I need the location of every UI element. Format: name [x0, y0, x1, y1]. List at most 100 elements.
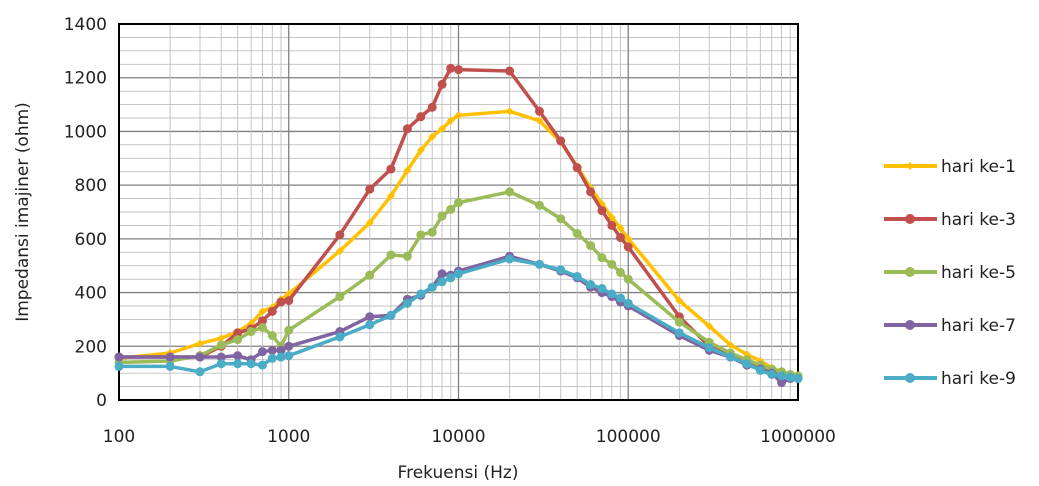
data-point: [233, 335, 243, 345]
data-point: [586, 241, 596, 251]
y-tick-label: 0: [96, 391, 107, 411]
data-point: [505, 107, 514, 116]
data-point: [276, 352, 286, 362]
data-point: [615, 267, 625, 277]
data-point: [437, 277, 447, 287]
data-point: [674, 328, 684, 338]
data-point: [246, 327, 256, 337]
data-point: [623, 242, 633, 252]
data-point: [446, 63, 456, 73]
data-point: [284, 351, 294, 361]
data-point: [534, 259, 544, 269]
data-point: [742, 359, 752, 369]
data-point: [427, 227, 437, 237]
legend-label: hari ke-3: [941, 210, 1016, 230]
axes: [118, 23, 799, 401]
data-point: [616, 224, 625, 233]
data-point: [365, 312, 375, 322]
series-5: [114, 254, 803, 384]
data-point: [267, 331, 277, 341]
data-point: [572, 271, 582, 281]
data-point: [216, 352, 226, 362]
data-point: [624, 234, 633, 243]
legend-item: hari ke-9: [884, 369, 1016, 389]
legend-marker: [905, 267, 915, 277]
data-point: [454, 111, 463, 120]
x-tick-label: 100000: [596, 427, 661, 447]
data-point: [257, 360, 267, 370]
data-point: [446, 116, 455, 125]
data-point: [416, 112, 426, 122]
data-point: [257, 347, 267, 357]
data-point: [258, 307, 267, 316]
data-point: [437, 269, 447, 279]
x-tick-labels: 100 1000 10000 100000 1000000: [103, 427, 836, 447]
data-point: [284, 341, 294, 351]
data-point: [267, 306, 277, 316]
data-point: [454, 198, 463, 208]
x-tick-label: 1000000: [760, 427, 836, 447]
data-point: [454, 269, 463, 279]
data-point: [675, 296, 684, 305]
data-point: [437, 211, 447, 221]
data-point: [257, 316, 267, 326]
data-point: [402, 251, 412, 261]
data-point: [556, 265, 566, 275]
data-point: [233, 351, 243, 361]
y-axis-title: Impedansi imajiner (ohm): [13, 102, 33, 322]
legend-marker: [905, 214, 915, 224]
data-point: [777, 378, 787, 388]
data-point: [165, 352, 175, 362]
data-point: [556, 214, 566, 224]
data-point: [402, 124, 412, 134]
legend-item: hari ke-1: [884, 157, 1016, 177]
data-point: [505, 66, 515, 76]
data-point: [534, 106, 544, 116]
data-point: [216, 340, 226, 350]
data-point: [427, 102, 437, 112]
data-point: [586, 280, 596, 290]
x-axis-title: Frekuensi (Hz): [398, 463, 519, 483]
data-point: [195, 367, 205, 377]
data-point: [726, 340, 735, 349]
legend: hari ke-1 hari ke-3 hari ke-5 hari ke-7 hari…: [884, 157, 1016, 389]
data-point: [114, 352, 124, 362]
data-point: [403, 166, 412, 175]
data-point: [233, 328, 243, 338]
y-tick-label: 800: [75, 176, 107, 196]
data-point: [386, 250, 396, 260]
data-point: [165, 361, 175, 371]
data-point: [386, 191, 395, 200]
data-point: [335, 292, 345, 302]
data-point: [586, 187, 596, 197]
data-point: [505, 187, 515, 197]
data-point: [416, 289, 426, 299]
data-point: [216, 359, 226, 369]
data-point: [246, 359, 256, 369]
data-point: [267, 345, 277, 355]
data-point: [276, 345, 286, 355]
y-tick-label: 200: [75, 337, 107, 357]
y-tick-label: 1400: [64, 15, 107, 35]
data-point: [284, 325, 294, 335]
data-point: [416, 146, 425, 155]
data-point: [607, 220, 617, 230]
y-tick-label: 600: [75, 230, 107, 250]
data-point: [335, 332, 345, 342]
series-layer: [114, 63, 803, 388]
data-point: [437, 79, 447, 89]
x-tick-label: 100: [103, 427, 135, 447]
data-point: [705, 322, 714, 331]
data-point: [597, 253, 607, 263]
legend-label: hari ke-5: [941, 263, 1016, 283]
data-point: [335, 246, 344, 255]
plot-frame: [118, 23, 799, 401]
data-point: [233, 359, 243, 369]
data-point: [446, 204, 456, 214]
data-point: [276, 297, 286, 307]
data-point: [597, 206, 607, 216]
data-point: [597, 284, 607, 294]
data-point: [785, 372, 795, 382]
data-point: [755, 365, 765, 375]
